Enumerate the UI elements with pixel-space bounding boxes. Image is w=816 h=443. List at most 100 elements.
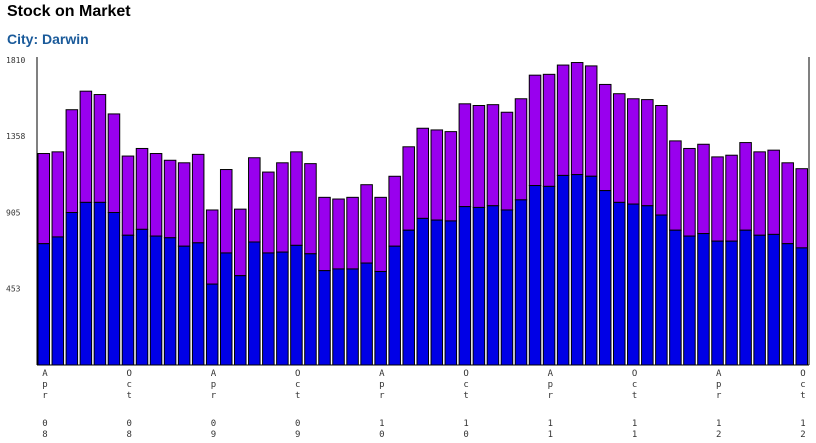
bar-top-segment	[107, 113, 121, 213]
bar-top-segment	[79, 90, 93, 203]
bar-bottom-segment	[79, 201, 93, 366]
bar-bottom-segment	[669, 229, 682, 366]
x-tick-month-char: A	[716, 369, 722, 379]
x-tick-month-char: r	[716, 391, 722, 401]
x-tick-month-char: p	[548, 380, 553, 390]
bar-bottom-segment	[219, 252, 233, 366]
bar-top-segment	[655, 104, 668, 216]
y-tick-label: 453	[6, 285, 21, 294]
x-tick-month-char: c	[295, 380, 300, 390]
x-tick-year-char: 9	[295, 430, 300, 440]
bar-top-segment	[388, 175, 401, 247]
bar-top-segment	[725, 154, 738, 242]
x-tick-month-char: p	[211, 380, 216, 390]
bar-top-segment	[191, 153, 205, 244]
bar-bottom-segment	[683, 235, 696, 366]
x-tick-year-char: 1	[716, 419, 721, 429]
bar-top-segment	[163, 159, 177, 239]
bar-bottom-segment	[37, 243, 51, 366]
bar-top-segment	[739, 142, 752, 231]
bar-bottom-segment	[627, 203, 640, 366]
bar-bottom-segment	[556, 174, 570, 366]
bar-bottom-segment	[374, 270, 387, 366]
bar-bottom-segment	[753, 234, 766, 366]
bar-top-segment	[627, 98, 640, 205]
bar-bottom-segment	[767, 233, 780, 366]
bar-bottom-segment	[65, 212, 79, 366]
bar-top-segment	[332, 198, 345, 270]
x-tick-year-char: 2	[716, 430, 721, 440]
bar-top-segment	[205, 209, 219, 285]
x-tick-month-char: t	[632, 391, 637, 401]
x-tick-month-char: O	[127, 369, 132, 379]
x-tick-month-char: c	[127, 380, 132, 390]
x-tick-month-char: O	[295, 369, 300, 379]
bar-top-segment	[641, 99, 654, 207]
x-tick-month-char: r	[42, 391, 48, 401]
bar-top-segment	[598, 83, 612, 192]
bar-top-segment	[402, 146, 415, 231]
bar-top-segment	[346, 196, 359, 270]
bar-top-segment	[669, 140, 682, 231]
bar-bottom-segment	[655, 214, 668, 366]
x-tick-year-char: 1	[632, 419, 637, 429]
bar-top-segment	[486, 104, 500, 207]
bar-top-segment	[753, 151, 766, 236]
axes-group	[36, 57, 810, 366]
x-tick-month-char: p	[42, 380, 47, 390]
bar-bottom-segment	[163, 237, 177, 366]
bar-top-segment	[93, 94, 107, 203]
bar-bottom-segment	[514, 199, 528, 366]
bar-bottom-segment	[430, 219, 444, 366]
bar-bottom-segment	[205, 283, 219, 366]
x-tick-year-char: 2	[800, 430, 805, 440]
x-tick-month-char: t	[127, 391, 132, 401]
bar-bottom-segment	[276, 251, 289, 366]
x-tick-year-char: 1	[379, 419, 384, 429]
bar-top-segment	[500, 111, 514, 211]
x-tick-year-char: 0	[127, 419, 132, 429]
x-tick-month-char: r	[211, 391, 217, 401]
bar-bottom-segment	[93, 201, 107, 366]
bar-top-segment	[514, 98, 528, 201]
x-tick-month-char: A	[42, 369, 48, 379]
bar-top-segment	[177, 162, 191, 247]
x-tick-month-char: t	[800, 391, 805, 401]
bar-top-segment	[472, 104, 486, 208]
bar-top-segment	[528, 74, 542, 187]
bar-bottom-segment	[135, 228, 149, 366]
bar-top-segment	[37, 153, 51, 245]
x-tick-month-char: O	[463, 369, 468, 379]
y-ticks-group: 453 905 1358 1810	[6, 56, 25, 294]
bar-bottom-segment	[598, 190, 612, 366]
bar-top-segment	[248, 157, 261, 243]
x-tick-month-char: p	[379, 380, 384, 390]
y-tick-label: 905	[6, 209, 21, 218]
bar-top-segment	[135, 147, 149, 230]
bar-bottom-segment	[262, 252, 275, 366]
bar-bottom-segment	[121, 234, 135, 366]
bar-top-segment	[262, 171, 275, 254]
x-ticks-group: Apr08Oct08Apr09Oct09Apr10Oct10Apr11Oct11…	[42, 369, 805, 440]
x-tick-year-char: 0	[463, 430, 468, 440]
x-tick-month-char: t	[295, 391, 300, 401]
x-tick-year-char: 0	[379, 430, 384, 440]
bar-top-segment	[781, 162, 794, 245]
bar-top-segment	[374, 196, 387, 272]
bar-top-segment	[276, 162, 289, 253]
bar-top-segment	[542, 73, 556, 187]
bar-top-segment	[149, 153, 163, 237]
bar-top-segment	[304, 163, 317, 255]
x-tick-year-char: 1	[548, 419, 553, 429]
bar-bottom-segment	[528, 185, 542, 366]
x-tick-year-char: 1	[800, 419, 805, 429]
bar-bottom-segment	[570, 174, 584, 366]
x-tick-month-char: O	[632, 369, 637, 379]
x-tick-month-char: c	[463, 380, 468, 390]
bar-bottom-segment	[781, 243, 794, 366]
bar-bottom-segment	[51, 236, 65, 366]
bar-bottom-segment	[641, 205, 654, 366]
bar-bottom-segment	[304, 253, 317, 366]
bar-top-segment	[65, 109, 79, 213]
bar-bottom-segment	[542, 185, 556, 366]
